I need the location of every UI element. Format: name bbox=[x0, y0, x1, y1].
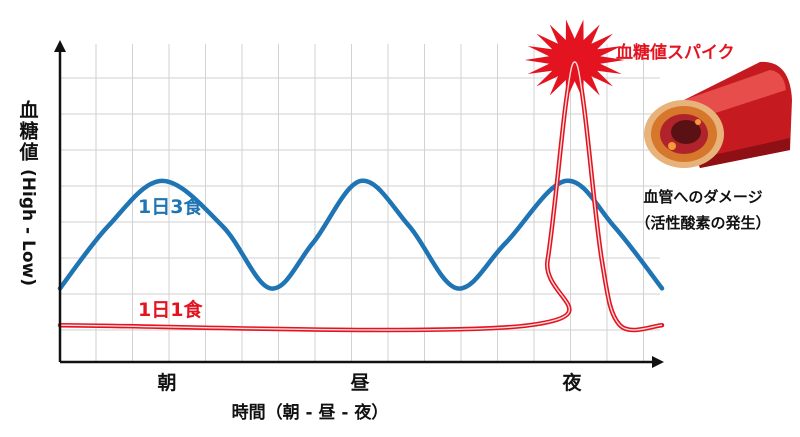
y-axis-range-note: (High - Low) bbox=[18, 169, 38, 286]
x-tick-night: 夜 bbox=[562, 372, 582, 394]
blood-vessel-illustration bbox=[644, 61, 792, 168]
x-tick-morning: 朝 bbox=[157, 372, 177, 394]
x-axis-arrow bbox=[652, 356, 664, 368]
damage-callout-subtitle: （活性酸素の発生） bbox=[635, 214, 771, 232]
series-label-one-meal: 1日1食 bbox=[138, 299, 203, 321]
series-layer bbox=[57, 59, 665, 333]
y-axis-title: 血糖値 bbox=[16, 100, 39, 163]
vessel-highlight bbox=[684, 70, 786, 118]
vessel-damage-spot bbox=[695, 119, 701, 125]
vessel-lumen bbox=[671, 120, 701, 144]
axes bbox=[54, 40, 664, 368]
y-axis-arrow bbox=[54, 40, 66, 52]
vessel-shadow bbox=[700, 138, 790, 168]
x-tick-noon: 昼 bbox=[350, 372, 370, 394]
damage-callout: 血管へのダメージ （活性酸素の発生） bbox=[610, 184, 796, 236]
series-line-one-meal-highlight bbox=[59, 61, 663, 331]
spike-callout-label: 血糖値スパイク bbox=[616, 43, 735, 63]
vessel-damage-spot bbox=[668, 142, 676, 150]
y-axis-label: 血糖値 (High - Low) bbox=[8, 100, 48, 340]
series-label-three-meals: 1日3食 bbox=[138, 196, 203, 218]
series-line-three-meals bbox=[57, 178, 665, 291]
x-axis-title: 時間（朝 - 昼 - 夜） bbox=[231, 403, 389, 423]
damage-callout-title: 血管へのダメージ bbox=[643, 188, 763, 206]
